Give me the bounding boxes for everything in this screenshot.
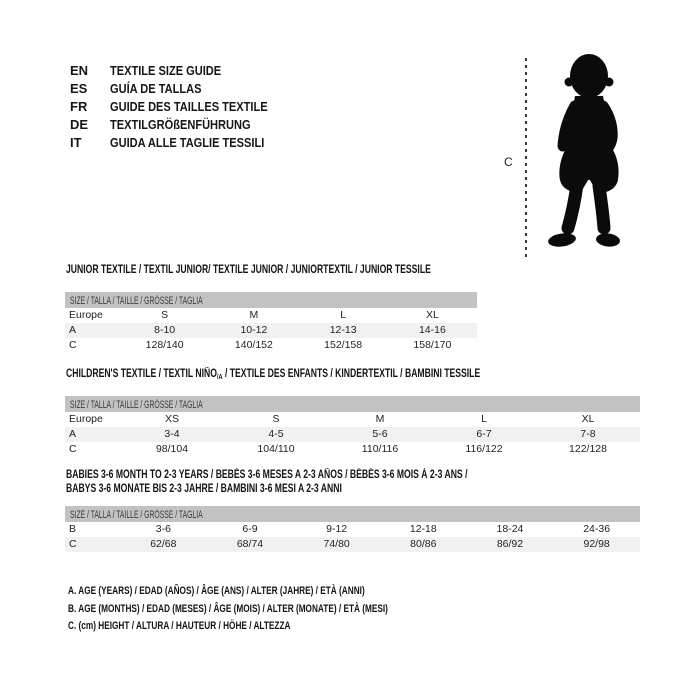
table-row: C 62/68 68/74 74/80 80/86 86/92 92/98 xyxy=(65,537,640,552)
junior-table-title: JUNIOR TEXTILE / TEXTIL JUNIOR/ TEXTILE … xyxy=(66,264,431,276)
table-row: C 98/104 104/110 110/116 116/122 122/128 xyxy=(65,442,640,457)
height-measure-dashed-line xyxy=(525,58,527,260)
row-label: C xyxy=(69,443,77,455)
table-cell: 140/152 xyxy=(234,339,273,351)
language-row-es: ES GUÍA DE TALLAS xyxy=(70,80,295,98)
language-row-en: EN TEXTILE SIZE GUIDE xyxy=(70,62,295,80)
table-cell: L xyxy=(340,309,347,321)
language-code: FR xyxy=(70,99,88,114)
table-cell: 3-4 xyxy=(164,428,180,440)
table-cell: 5-6 xyxy=(372,428,388,440)
footnote-a: A. AGE (YEARS) / EDAD (AÑOS) / ÂGE (ANS)… xyxy=(68,585,365,597)
table-cell: 122/128 xyxy=(569,443,607,455)
row-label: C xyxy=(69,339,77,351)
children-table-title: CHILDREN'S TEXTILE / TEXTIL NIÑO/A / TEX… xyxy=(66,368,481,381)
table-cell: 110/116 xyxy=(361,443,399,455)
table-cell: 116/122 xyxy=(465,443,503,455)
language-row-it: IT GUIDA ALLE TAGLIE TESSILI xyxy=(70,134,295,152)
language-code: EN xyxy=(70,63,89,78)
language-code: IT xyxy=(70,135,82,150)
toddler-silhouette-icon xyxy=(548,54,620,247)
footnote-c: C. (cm) HEIGHT / ALTURA / HAUTEUR / HÖHE… xyxy=(68,620,291,632)
table-cell: 86/92 xyxy=(496,538,524,550)
row-label: C xyxy=(69,538,77,550)
table-cell: 12-18 xyxy=(409,523,437,535)
row-label: A xyxy=(69,428,77,440)
table-cell: XL xyxy=(425,309,439,321)
table-row: Europe XS S M L XL xyxy=(65,412,640,427)
table-cell: M xyxy=(375,413,385,425)
row-label: B xyxy=(69,523,77,535)
language-label: TEXTILGRÖßENFÜHRUNG xyxy=(110,117,251,132)
children-table: SIZE / TALLA / TAILLE / GRÖSSE / TAGLIA … xyxy=(65,396,640,457)
table-cell: 62/68 xyxy=(150,538,177,550)
table-cell: 6-7 xyxy=(476,428,492,440)
height-measure-label: C xyxy=(504,155,513,169)
table-cell: 3-6 xyxy=(155,523,171,535)
size-header-bar: SIZE / TALLA / TAILLE / GRÖSSE / TAGLIA xyxy=(65,292,477,308)
language-row-fr: FR GUIDE DES TAILLES TEXTILE xyxy=(70,98,295,116)
table-cell: L xyxy=(481,413,487,425)
table-cell: XS xyxy=(164,413,179,425)
table-cell: 152/158 xyxy=(324,339,363,351)
table-cell: S xyxy=(161,309,169,321)
footnote-b: B. AGE (MONTHS) / EDAD (MESES) / ÂGE (MO… xyxy=(68,602,388,615)
table-cell: 80/86 xyxy=(410,538,437,550)
table-cell: 14-16 xyxy=(418,324,446,336)
table-cell: 18-24 xyxy=(496,523,524,535)
table-cell: 8-10 xyxy=(154,324,176,336)
table-cell: 104/110 xyxy=(257,443,295,455)
table-row: A 3-4 4-5 5-6 6-7 7-8 xyxy=(65,427,640,442)
table-cell: 24-36 xyxy=(583,523,611,535)
table-cell: 6-9 xyxy=(242,523,258,535)
language-code: ES xyxy=(70,81,88,96)
size-header-bar: SIZE / TALLA / TAILLE / GRÖSSE / TAGLIA xyxy=(65,396,640,412)
footnotes: A. AGE (YEARS) / EDAD (AÑOS) / ÂGE (ANS)… xyxy=(68,583,495,636)
table-cell: 12-13 xyxy=(329,324,357,336)
language-label: GUIDA ALLE TAGLIE TESSILI xyxy=(110,135,265,150)
language-header: EN TEXTILE SIZE GUIDE ES GUÍA DE TALLAS … xyxy=(70,62,295,152)
language-label: GUIDE DES TAILLES TEXTILE xyxy=(110,99,268,114)
table-cell: M xyxy=(249,309,259,321)
babies-table-title: BABIES 3-6 MONTH TO 2-3 YEARS / BEBÉS 3-… xyxy=(66,469,468,481)
language-code: DE xyxy=(70,117,89,132)
row-label: A xyxy=(69,324,77,336)
table-row: B 3-6 6-9 9-12 12-18 18-24 24-36 xyxy=(65,522,640,537)
language-label: TEXTILE SIZE GUIDE xyxy=(110,63,222,78)
table-cell: 4-5 xyxy=(268,428,284,440)
babies-table: SIZE / TALLA / TAILLE / GRÖSSE / TAGLIA … xyxy=(65,506,640,552)
table-cell: 9-12 xyxy=(326,523,348,535)
table-cell: XL xyxy=(581,413,595,425)
row-label: Europe xyxy=(69,309,103,321)
table-cell: 7-8 xyxy=(580,428,596,440)
junior-table: SIZE / TALLA / TAILLE / GRÖSSE / TAGLIA … xyxy=(65,292,477,353)
row-label: Europe xyxy=(69,413,103,425)
table-cell: 68/74 xyxy=(236,538,264,550)
table-row: C 128/140 140/152 152/158 158/170 xyxy=(65,338,477,353)
table-cell: 158/170 xyxy=(413,339,452,351)
table-row: A 8-10 10-12 12-13 14-16 xyxy=(65,323,477,338)
table-row: Europe S M L XL xyxy=(65,308,477,323)
table-cell: 74/80 xyxy=(323,538,350,550)
language-label: GUÍA DE TALLAS xyxy=(110,81,202,96)
table-cell: 98/104 xyxy=(155,443,189,455)
babies-table-title-line2: BABYS 3-6 MONATE BIS 2-3 JAHRE / BAMBINI… xyxy=(66,483,342,495)
table-cell: 10-12 xyxy=(240,324,268,336)
table-cell: 92/98 xyxy=(583,538,610,550)
language-row-de: DE TEXTILGRÖßENFÜHRUNG xyxy=(70,116,295,134)
table-cell: S xyxy=(272,413,280,425)
table-cell: 128/140 xyxy=(145,339,184,351)
size-header-bar: SIZE / TALLA / TAILLE / GRÖSSE / TAGLIA xyxy=(65,506,640,522)
